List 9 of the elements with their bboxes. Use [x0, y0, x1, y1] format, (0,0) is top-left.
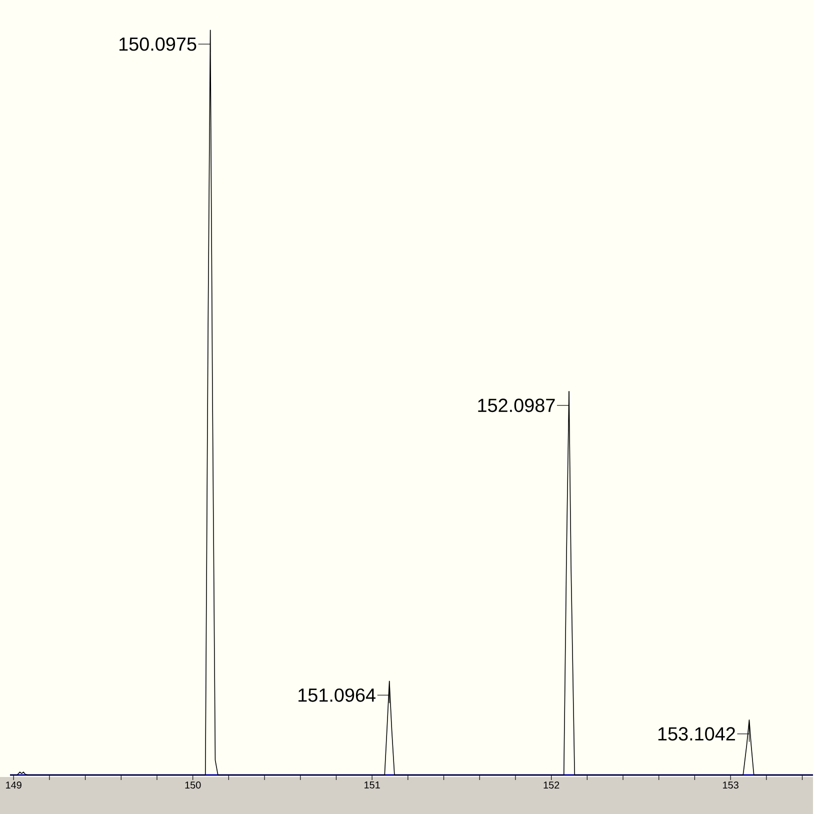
x-tick-label: 150: [185, 782, 201, 789]
x-tick-label: 149: [6, 782, 22, 789]
annotation: 151.0964: [298, 688, 376, 702]
x-tick-label: 151: [364, 782, 380, 788]
x-tick-label: 153: [723, 782, 739, 789]
x-tick-label: 152: [544, 782, 560, 789]
annotation: 150.0975: [120, 37, 196, 51]
annotation: 153.1042: [658, 727, 736, 741]
annotation: 152.0987: [478, 398, 555, 412]
